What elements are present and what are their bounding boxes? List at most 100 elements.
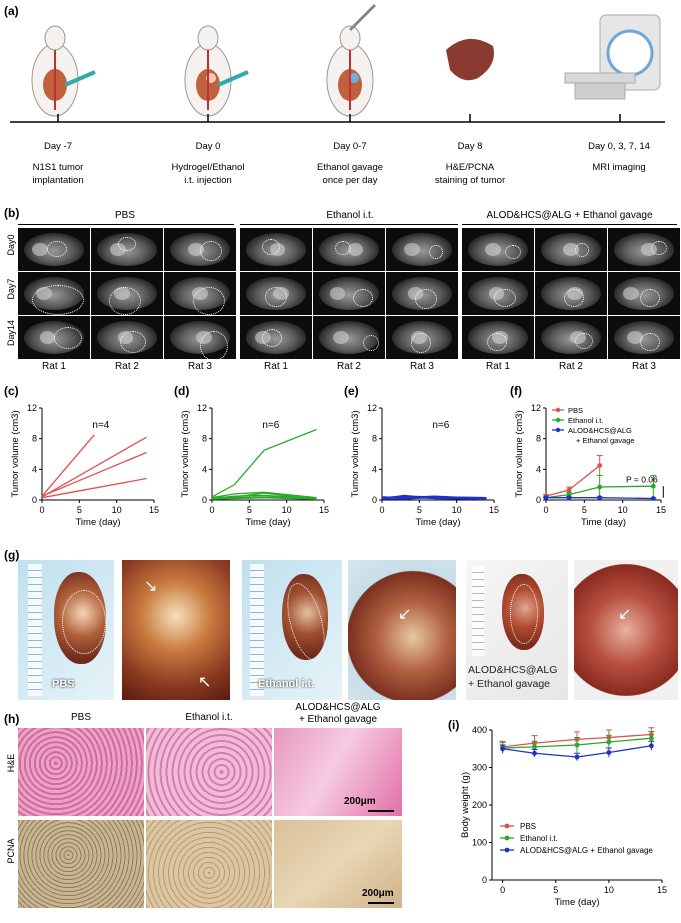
rat-label: Rat 2 bbox=[337, 361, 361, 372]
y-tick-label: 4 bbox=[536, 464, 541, 474]
mri-group-title: Ethanol i.t. bbox=[326, 210, 374, 221]
chart-tumor-volume-ethanol: 0 5 10 15 0 4 8 12 Time (day) Tumor volume (cm3) n… bbox=[180, 403, 329, 528]
timeline-desc: N1S1 tumor bbox=[32, 162, 84, 173]
legend-marker bbox=[504, 847, 510, 853]
tumor-outline bbox=[563, 289, 584, 308]
panel-label-c: (c) bbox=[4, 384, 19, 398]
mri-scan-tile bbox=[313, 316, 385, 359]
panel-label-h: (h) bbox=[4, 712, 20, 726]
he-ethanol-image bbox=[146, 728, 272, 816]
series-line bbox=[41, 434, 95, 497]
mri-scan-tile bbox=[386, 316, 458, 359]
group-underline bbox=[18, 224, 234, 225]
timeline-desc: H&E/PCNA bbox=[445, 162, 495, 173]
tumor-outline bbox=[352, 289, 373, 308]
rat-label: Rat 3 bbox=[188, 361, 212, 372]
mri-scan-tile bbox=[18, 228, 90, 271]
tumor-outline bbox=[494, 289, 517, 308]
tumor-outline bbox=[411, 333, 432, 354]
chart-tumor-volume-pbs: 0 5 10 15 0 4 8 12 Time (day) Tumor volume (cm3) n… bbox=[10, 403, 159, 528]
y-tick-label: 12 bbox=[531, 403, 541, 413]
mri-scan-tile bbox=[91, 272, 163, 315]
gross-label: + Ethanol gavage bbox=[468, 678, 551, 690]
arrow-icon: ↘ bbox=[144, 578, 158, 595]
series-line bbox=[211, 497, 317, 500]
n-label: n=4 bbox=[92, 420, 109, 431]
mri-group-title: ALOD&HCS@ALG + Ethanol gavage bbox=[486, 210, 653, 221]
n-label: n=6 bbox=[262, 420, 279, 431]
x-tick-label: 0 bbox=[209, 505, 214, 515]
timeline-desc: i.t. injection bbox=[184, 175, 232, 186]
arrow-icon: ↖ bbox=[198, 674, 212, 691]
legend-label: + Ethanol gavage bbox=[576, 436, 635, 445]
histology-row-label: PCNA bbox=[6, 838, 16, 864]
data-point bbox=[574, 742, 580, 748]
series-line bbox=[545, 485, 654, 499]
legend-marker bbox=[504, 823, 510, 829]
mri-scan-tile bbox=[91, 316, 163, 359]
gross-photo-alod: ALOD&HCS@ALG + Ethanol gavage bbox=[466, 560, 568, 700]
pcna-alod-image: 200μm bbox=[274, 820, 402, 908]
y-tick-label: 200 bbox=[472, 800, 487, 810]
y-tick-label: 4 bbox=[202, 464, 207, 474]
scale-bar bbox=[368, 902, 394, 904]
scale-bar-label: 200μm bbox=[344, 796, 376, 807]
data-point bbox=[532, 750, 537, 756]
group-underline bbox=[462, 224, 677, 225]
series-line bbox=[41, 477, 147, 499]
mri-row-label: Day0 bbox=[6, 234, 16, 256]
x-tick-label: 5 bbox=[77, 505, 82, 515]
x-tick-label: 10 bbox=[618, 505, 628, 515]
mri-scan-tile bbox=[91, 228, 163, 271]
pcna-pbs-image bbox=[18, 820, 144, 908]
data-point bbox=[650, 483, 656, 489]
x-tick-label: 0 bbox=[379, 505, 384, 515]
mri-scan-tile bbox=[313, 228, 385, 271]
panel-label-e: (e) bbox=[344, 384, 359, 398]
legend-label: PBS bbox=[520, 822, 536, 831]
data-point bbox=[566, 487, 572, 493]
x-tick-label: 0 bbox=[543, 505, 548, 515]
tumor-outline bbox=[505, 245, 522, 260]
n-label: n=6 bbox=[432, 420, 449, 431]
mri-group-title: PBS bbox=[114, 210, 135, 221]
y-axis-label: Tumor volume (cm3) bbox=[350, 410, 361, 497]
he-pbs-image bbox=[18, 728, 144, 816]
tumor-outline bbox=[192, 287, 225, 315]
rat-label: Rat 3 bbox=[632, 361, 656, 372]
gross-label: Ethanol i.t. bbox=[258, 678, 315, 690]
rat-icon bbox=[31, 25, 96, 117]
panel-label-f: (f) bbox=[510, 384, 522, 398]
histology-col-title: ALOD&HCS@ALG bbox=[295, 702, 381, 713]
data-point bbox=[606, 750, 612, 755]
tumor-outline bbox=[414, 289, 437, 310]
mri-scan-tile bbox=[608, 316, 680, 359]
series-line bbox=[41, 451, 147, 497]
timeline-day: Day 8 bbox=[457, 141, 483, 152]
timeline-desc: Hydrogel/Ethanol bbox=[171, 162, 245, 173]
mri-scan-tile bbox=[386, 228, 458, 271]
mri-scan-tile bbox=[164, 316, 236, 359]
chart-tumor-volume-mean: 0 5 10 15 0 4 8 12 Time (day) Tumor volume (cm3) P… bbox=[514, 403, 666, 528]
series-line bbox=[41, 436, 147, 498]
mri-rat-labels: Rat 1 Rat 2 Rat 3 Rat 1 Rat 2 Rat 3 Rat … bbox=[18, 361, 678, 375]
tumor-outline bbox=[200, 331, 228, 359]
x-tick-label: 5 bbox=[553, 885, 558, 895]
panel-label-i: (i) bbox=[448, 718, 460, 732]
y-axis-label: Tumor volume (cm3) bbox=[514, 410, 525, 497]
rat-label: Rat 1 bbox=[264, 361, 288, 372]
legend-marker bbox=[504, 835, 510, 841]
gross-photo-pbs-zoom: ↘ ↖ bbox=[122, 560, 230, 700]
arrow-icon: ↙ bbox=[398, 606, 412, 623]
x-axis-label: Time (day) bbox=[75, 517, 120, 528]
y-tick-label: 400 bbox=[472, 725, 487, 735]
panel-label-d: (d) bbox=[174, 384, 190, 398]
data-point bbox=[650, 496, 656, 501]
data-point bbox=[500, 746, 506, 752]
mri-row-label: Day14 bbox=[6, 320, 16, 347]
tumor-outline bbox=[261, 328, 282, 347]
gross-photo-alod-zoom: ↙ bbox=[574, 560, 678, 700]
series-line bbox=[211, 428, 317, 498]
mri-scan-tile bbox=[240, 272, 312, 315]
x-tick-label: 5 bbox=[417, 505, 422, 515]
